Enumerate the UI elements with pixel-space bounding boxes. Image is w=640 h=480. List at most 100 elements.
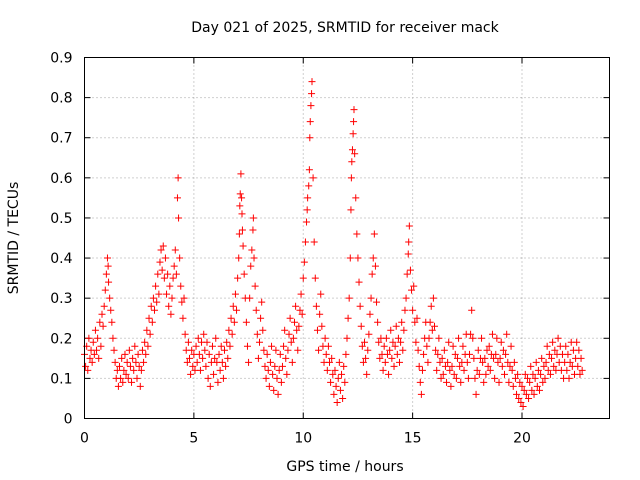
data-point xyxy=(282,354,290,362)
data-point xyxy=(423,342,431,350)
data-point xyxy=(483,346,491,354)
data-point xyxy=(259,326,267,334)
data-point xyxy=(505,378,513,386)
data-point xyxy=(300,258,308,266)
data-point xyxy=(206,382,214,390)
data-point xyxy=(194,334,202,342)
data-point xyxy=(376,354,384,362)
data-point xyxy=(269,370,277,378)
data-point xyxy=(97,342,105,350)
data-point xyxy=(507,342,515,350)
data-point xyxy=(509,382,517,390)
data-point xyxy=(280,342,288,350)
data-point xyxy=(562,342,570,350)
data-point xyxy=(478,334,486,342)
data-point xyxy=(94,334,102,342)
data-point xyxy=(469,334,477,342)
data-point xyxy=(449,342,457,350)
y-tick-label: 0.4 xyxy=(50,251,72,267)
data-point xyxy=(99,322,107,330)
data-point xyxy=(170,262,178,270)
data-point xyxy=(149,294,157,302)
data-point xyxy=(141,338,149,346)
x-tick-label: 5 xyxy=(189,431,198,447)
data-point xyxy=(138,346,146,354)
data-point xyxy=(249,226,257,234)
data-point xyxy=(283,370,291,378)
data-point xyxy=(438,354,446,362)
data-point xyxy=(205,350,213,358)
data-point xyxy=(431,322,438,330)
x-tick-labels: 0 5 10 15 20 xyxy=(80,431,531,447)
data-point xyxy=(371,262,379,270)
data-point xyxy=(254,354,262,362)
data-point xyxy=(464,374,472,382)
data-point xyxy=(129,354,137,362)
data-point xyxy=(145,314,153,322)
data-point xyxy=(167,310,175,318)
data-point xyxy=(444,358,452,366)
data-point xyxy=(238,194,246,202)
data-point xyxy=(82,362,90,370)
data-point xyxy=(425,334,433,342)
data-point xyxy=(126,362,134,370)
data-point xyxy=(408,286,416,294)
data-point xyxy=(488,330,496,338)
data-point xyxy=(446,366,454,374)
y-tick-label: 0.2 xyxy=(50,331,72,347)
data-point xyxy=(400,326,408,334)
data-point xyxy=(528,386,536,394)
data-point xyxy=(387,326,395,334)
data-point xyxy=(98,310,106,318)
data-point xyxy=(144,342,152,350)
data-point xyxy=(91,326,99,334)
data-point xyxy=(522,390,530,398)
data-point xyxy=(538,354,546,362)
x-tick-label: 10 xyxy=(294,431,312,447)
y-tick-label: 0.8 xyxy=(50,91,72,107)
data-point xyxy=(274,390,282,398)
data-point xyxy=(165,302,173,310)
data-point xyxy=(368,270,376,278)
data-point xyxy=(356,302,364,310)
data-point xyxy=(123,358,131,366)
data-point xyxy=(276,350,284,358)
data-point xyxy=(315,346,323,354)
data-point xyxy=(456,362,464,370)
data-point xyxy=(450,370,458,378)
data-point xyxy=(354,254,362,262)
data-point xyxy=(563,366,571,374)
data-point xyxy=(330,390,338,398)
data-point xyxy=(577,354,585,362)
data-point xyxy=(521,370,529,378)
data-point xyxy=(348,158,356,166)
data-point xyxy=(322,350,330,358)
data-point xyxy=(238,226,246,234)
data-point xyxy=(515,394,523,402)
chart-title: Day 021 of 2025, SRMTID for receiver mac… xyxy=(191,20,499,36)
data-point xyxy=(459,342,467,350)
data-point xyxy=(258,298,266,306)
data-point xyxy=(240,270,248,278)
data-point xyxy=(90,350,98,358)
data-point xyxy=(386,346,394,354)
data-point xyxy=(493,334,501,342)
data-point xyxy=(309,174,317,182)
data-point xyxy=(304,194,312,202)
data-point xyxy=(252,306,260,314)
data-point xyxy=(504,358,512,366)
data-point xyxy=(155,290,163,298)
data-point xyxy=(251,282,259,290)
data-point xyxy=(409,306,417,314)
data-point xyxy=(316,310,324,318)
data-point xyxy=(440,346,448,354)
data-point xyxy=(437,374,445,382)
data-point xyxy=(359,358,367,366)
data-point xyxy=(235,230,243,238)
data-point xyxy=(481,354,489,362)
data-point xyxy=(107,306,115,314)
data-point xyxy=(544,366,552,374)
data-point xyxy=(392,322,400,330)
data-point xyxy=(317,290,325,298)
data-point xyxy=(222,362,230,370)
